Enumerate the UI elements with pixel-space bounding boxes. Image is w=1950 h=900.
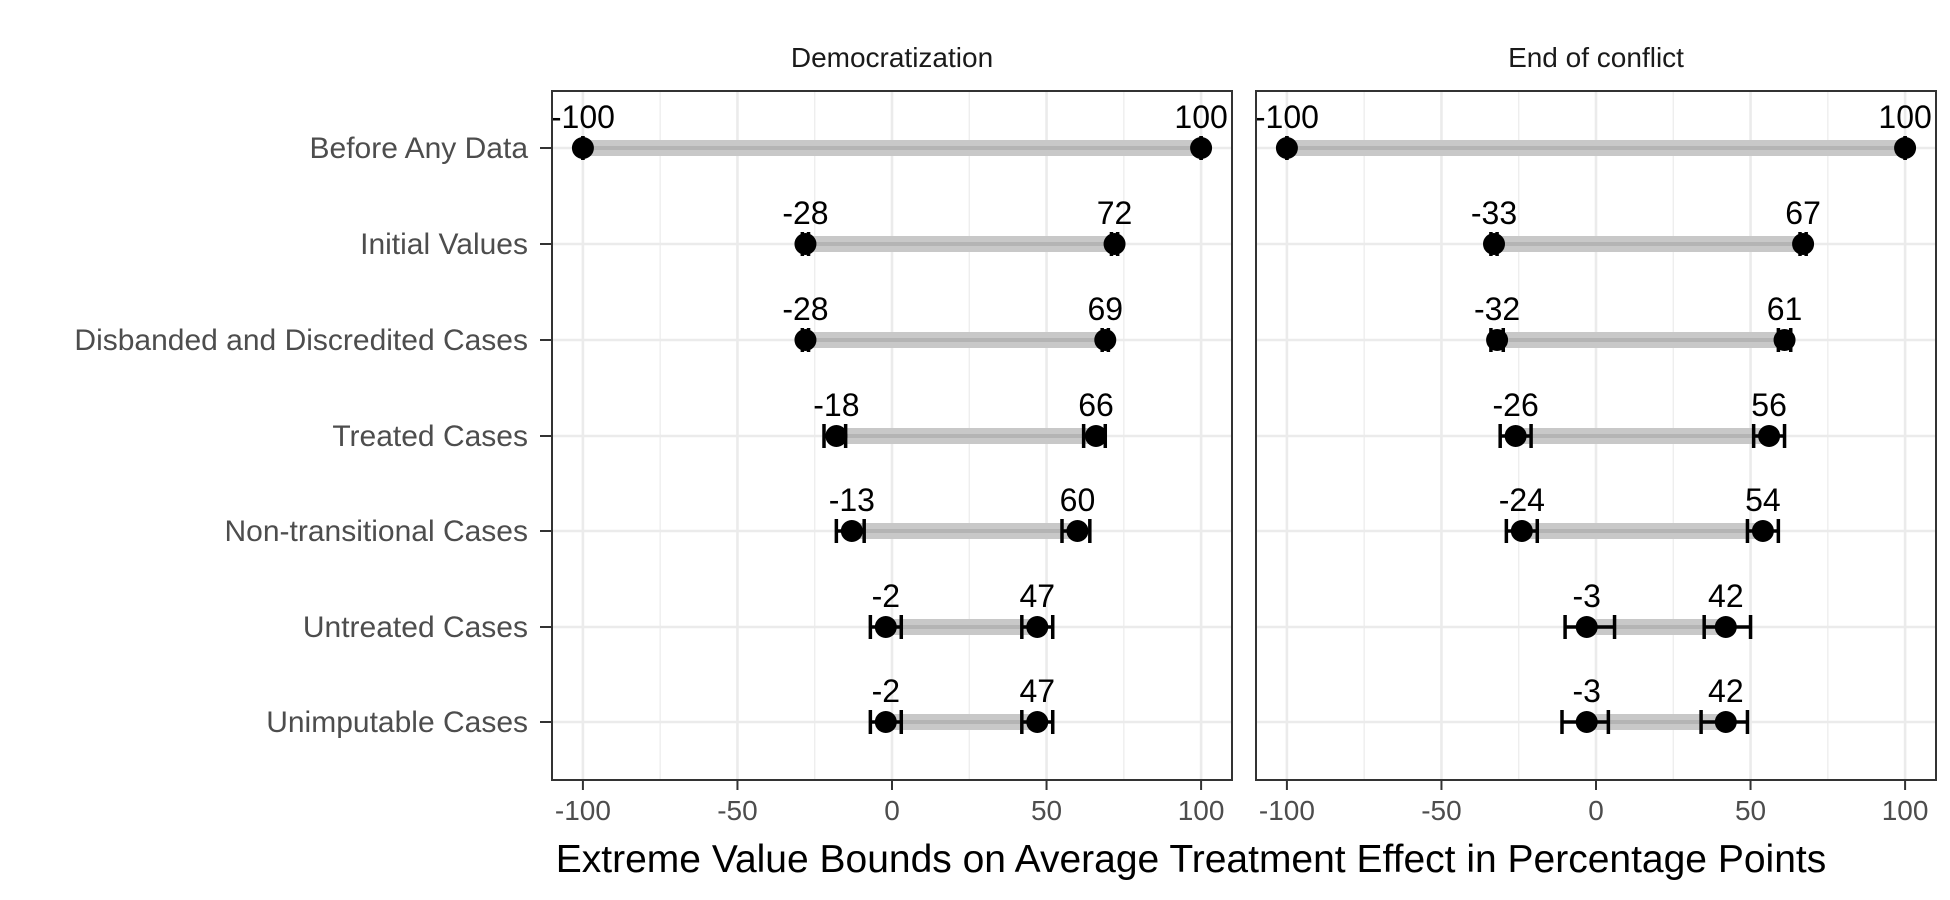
x-axis-title: Extreme Value Bounds on Average Treatmen…	[556, 838, 1826, 881]
upper-bound-label: 60	[1060, 482, 1096, 518]
upper-bound-point	[1026, 711, 1049, 733]
upper-bound-point	[1103, 233, 1126, 255]
y-tick-label: Unimputable Cases	[266, 706, 528, 739]
upper-bound-label: 42	[1708, 673, 1744, 709]
x-tick-label: -100	[1259, 795, 1315, 826]
lower-bound-label: -3	[1573, 673, 1601, 709]
x-tick-label: -100	[555, 795, 611, 826]
lower-bound-label: -3	[1573, 578, 1601, 614]
upper-bound-point	[1026, 616, 1049, 638]
lower-bound-point	[1504, 425, 1527, 447]
x-tick-label: 50	[1735, 795, 1766, 826]
y-axis-labels: Before Any Data Initial Values Disbanded a…	[74, 132, 552, 739]
lower-bound-label: -18	[813, 387, 859, 423]
upper-bound-point	[1773, 329, 1796, 351]
lower-bound-point	[571, 137, 594, 159]
lower-bound-label: -13	[829, 482, 875, 518]
y-tick-label: Disbanded and Discredited Cases	[74, 324, 528, 357]
lower-bound-label: -2	[872, 578, 900, 614]
upper-bound-label: 67	[1785, 195, 1821, 231]
upper-bound-point	[1792, 233, 1815, 255]
lower-bound-point	[840, 520, 863, 542]
lower-bound-point	[825, 425, 848, 447]
lower-bound-label: -28	[782, 195, 828, 231]
y-tick-label: Untreated Cases	[303, 611, 528, 644]
lower-bound-label: -28	[782, 291, 828, 327]
lower-bound-point	[1510, 520, 1533, 542]
upper-bound-point	[1751, 520, 1774, 542]
lower-bound-point	[1575, 616, 1598, 638]
upper-bound-label: 66	[1078, 387, 1114, 423]
x-tick-label: 0	[1588, 795, 1604, 826]
x-tick-label: 100	[1178, 795, 1225, 826]
upper-bound-point	[1094, 329, 1117, 351]
lower-bound-point	[874, 616, 897, 638]
lower-bound-label: -100	[1255, 99, 1319, 135]
panel-title: End of conflict	[1508, 42, 1684, 73]
upper-bound-point	[1714, 711, 1737, 733]
panel-end-of-conflict: End of conflict -100 100 -33 67 -32 61 -26 56 -24…	[1255, 42, 1937, 826]
x-tick-label: 0	[884, 795, 900, 826]
x-tick-label: 50	[1031, 795, 1062, 826]
upper-bound-label: 69	[1087, 291, 1123, 327]
lower-bound-point	[1483, 233, 1505, 255]
lower-bound-point	[874, 711, 897, 733]
upper-bound-point	[1758, 425, 1781, 447]
upper-bound-point	[1066, 520, 1089, 542]
upper-bound-label: 42	[1708, 578, 1744, 614]
upper-bound-label: 56	[1751, 387, 1787, 423]
upper-bound-label: 54	[1745, 482, 1781, 518]
lower-bound-label: -100	[551, 99, 615, 135]
x-tick-label: -50	[717, 795, 757, 826]
upper-bound-point	[1894, 137, 1917, 159]
lower-bound-point	[794, 233, 817, 255]
y-tick-label: Non-transitional Cases	[225, 515, 528, 548]
y-tick-label: Treated Cases	[332, 420, 528, 453]
upper-bound-label: 47	[1019, 578, 1055, 614]
lower-bound-point	[1486, 329, 1509, 351]
panel-title: Democratization	[791, 42, 993, 73]
upper-bound-point	[1714, 616, 1737, 638]
upper-bound-point	[1190, 137, 1213, 159]
lower-bound-point	[794, 329, 817, 351]
upper-bound-label: 61	[1767, 291, 1803, 327]
lower-bound-label: -24	[1499, 482, 1545, 518]
x-tick-label: 100	[1882, 795, 1929, 826]
upper-bound-label: 100	[1878, 99, 1931, 135]
panel-democratization: Democratization -100 100 -28 72 -28 69 -18 66 -13…	[551, 42, 1233, 826]
y-tick-label: Before Any Data	[310, 132, 529, 165]
x-tick-label: -50	[1421, 795, 1461, 826]
upper-bound-point	[1085, 425, 1107, 447]
lower-bound-point	[1275, 137, 1298, 159]
lower-bound-label: -26	[1493, 387, 1539, 423]
upper-bound-label: 72	[1097, 195, 1133, 231]
lower-bound-label: -32	[1474, 291, 1520, 327]
lower-bound-point	[1575, 711, 1598, 733]
lower-bound-label: -2	[872, 673, 900, 709]
upper-bound-label: 100	[1174, 99, 1227, 135]
chart-panels: Democratization -100 100 -28 72 -28 69 -18 66 -13…	[551, 42, 1937, 826]
upper-bound-label: 47	[1019, 673, 1055, 709]
y-tick-label: Initial Values	[360, 228, 528, 261]
lower-bound-label: -33	[1471, 195, 1517, 231]
